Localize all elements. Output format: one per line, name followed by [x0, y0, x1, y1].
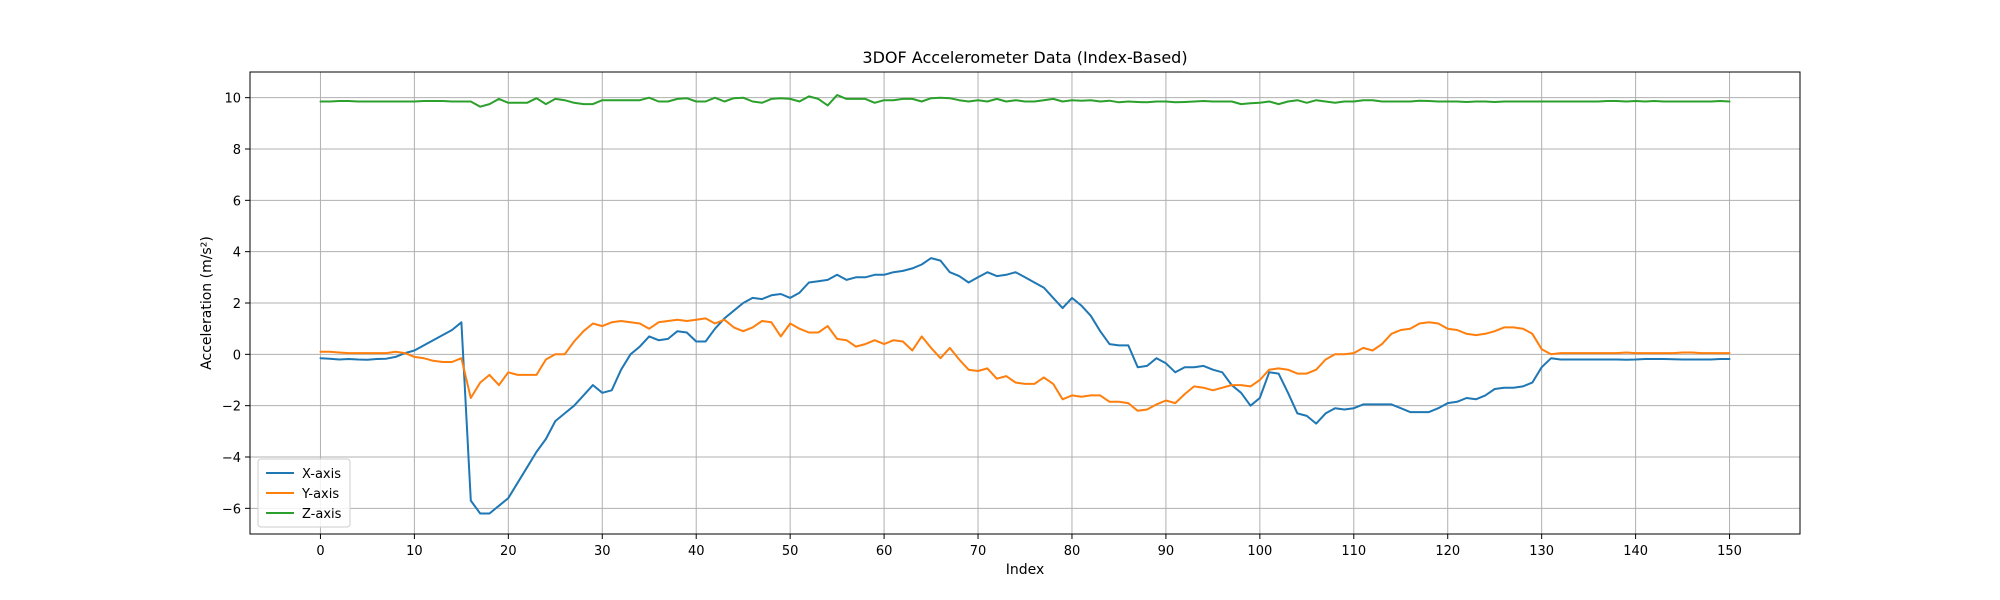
- y-tick-label: 6: [233, 194, 241, 209]
- series-line-z-axis: [319, 94, 1731, 108]
- y-tick-label: 8: [233, 143, 241, 158]
- grid-lines: [250, 72, 1800, 534]
- y-tick-label: 10: [224, 92, 241, 107]
- x-tick-label: 90: [1158, 544, 1175, 559]
- x-tick-label: 50: [782, 544, 799, 559]
- axis-ticks: 0 10 20 30 40 50 60 70 80 90 100 110 120 130 140 150−6−…: [222, 92, 1742, 559]
- x-tick-label: 110: [1341, 544, 1366, 559]
- y-axis-title: Acceleration (m/s²): [199, 236, 215, 370]
- x-tick-label: 20: [500, 544, 517, 559]
- x-tick-label: 10: [406, 544, 423, 559]
- x-tick-label: 150: [1717, 544, 1742, 559]
- y-tick-label: −2: [222, 400, 241, 415]
- x-tick-label: 120: [1435, 544, 1460, 559]
- x-tick-label: 60: [876, 544, 893, 559]
- y-tick-label: −6: [222, 502, 241, 517]
- x-tick-label: 100: [1247, 544, 1272, 559]
- x-tick-label: 40: [688, 544, 705, 559]
- legend-label-x-axis: X-axis: [302, 467, 341, 482]
- x-axis-title: Index: [1006, 562, 1045, 578]
- y-tick-label: −4: [222, 451, 241, 466]
- legend: X-axis Y-axis Z-axis: [257, 458, 351, 528]
- x-tick-label: 0: [316, 544, 324, 559]
- series-line-x-axis: [319, 257, 1731, 515]
- legend-entries: X-axis Y-axis Z-axis: [266, 467, 342, 522]
- y-tick-label: 4: [233, 246, 241, 261]
- x-tick-label: 80: [1064, 544, 1081, 559]
- y-tick-label: 2: [233, 297, 241, 312]
- x-tick-label: 30: [594, 544, 611, 559]
- x-tick-label: 140: [1623, 544, 1648, 559]
- y-tick-label: 0: [233, 348, 241, 363]
- x-tick-label: 130: [1529, 544, 1554, 559]
- series-lines: [319, 94, 1731, 515]
- legend-label-z-axis: Z-axis: [302, 507, 342, 522]
- legend-frame: [257, 458, 351, 528]
- legend-label-y-axis: Y-axis: [301, 487, 339, 502]
- chart-title: 3DOF Accelerometer Data (Index-Based): [862, 48, 1187, 67]
- series-line-y-axis: [319, 317, 1731, 412]
- x-tick-label: 70: [970, 544, 987, 559]
